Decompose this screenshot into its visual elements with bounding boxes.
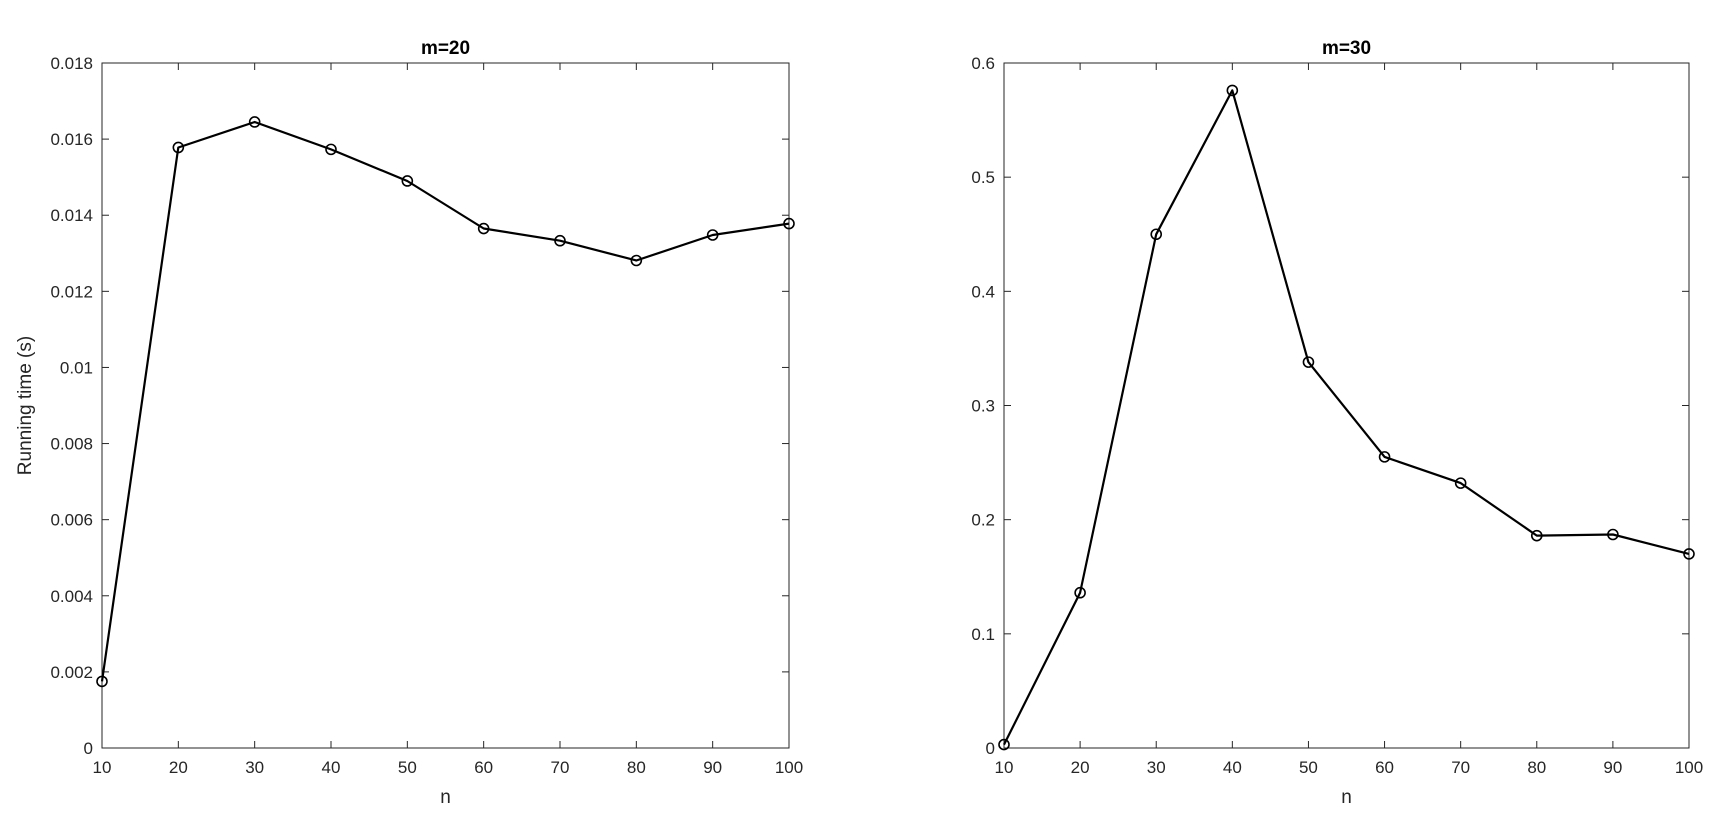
data-series — [96, 116, 795, 688]
data-point — [477, 222, 490, 235]
data-point — [554, 234, 566, 247]
y-tick-label: 0.1 — [971, 625, 995, 644]
x-tick-label: 90 — [703, 758, 722, 777]
x-tick-label: 10 — [995, 758, 1014, 777]
y-tick-label: 0.014 — [50, 206, 93, 225]
y-tick-label: 0 — [84, 739, 93, 758]
y-tick-label: 0.008 — [50, 435, 93, 454]
data-point — [1302, 356, 1315, 368]
x-tick-label: 70 — [551, 758, 570, 777]
data-point — [1074, 586, 1086, 599]
y-tick-label: 0 — [986, 739, 995, 758]
axis-ticks: 10 20 30 40 50 60 70 80 90 100 0 0.1 0.2 0.3 0.4 0.5 0.6 — [971, 54, 1703, 777]
y-tick-label: 0.5 — [971, 168, 995, 187]
x-tick-label: 80 — [1527, 758, 1546, 777]
data-point — [172, 141, 185, 154]
data-series — [998, 84, 1695, 751]
data-point — [1607, 528, 1619, 541]
data-point — [706, 229, 719, 241]
data-point — [96, 675, 108, 688]
series-line — [100, 120, 790, 682]
y-tick-label: 0.006 — [50, 511, 93, 530]
x-tick-label: 80 — [627, 758, 646, 777]
data-point — [248, 116, 261, 128]
x-tick-label: 30 — [245, 758, 264, 777]
x-tick-label: 40 — [322, 758, 341, 777]
y-tick-label: 0.012 — [50, 282, 93, 301]
data-point — [1683, 548, 1695, 560]
x-tick-label: 60 — [474, 758, 493, 777]
x-tick-label: 60 — [1375, 758, 1394, 777]
chart-title: m=30 — [1322, 38, 1371, 59]
x-tick-label: 20 — [169, 758, 188, 777]
y-axis-label: Running time (s) — [15, 336, 36, 475]
data-point — [630, 254, 643, 267]
y-tick-label: 0.004 — [50, 587, 93, 606]
chart-title: m=20 — [421, 38, 470, 59]
y-tick-label: 0.2 — [971, 511, 995, 530]
plot-area-frame — [101, 62, 790, 749]
series-line — [1003, 89, 1690, 746]
data-point — [325, 143, 337, 156]
x-tick-label: 50 — [398, 758, 417, 777]
x-tick-label: 100 — [1675, 758, 1703, 777]
data-point — [783, 217, 795, 230]
x-tick-label: 90 — [1603, 758, 1622, 777]
data-point — [1530, 529, 1543, 542]
x-tick-label: 10 — [93, 758, 112, 777]
x-tick-label: 30 — [1147, 758, 1166, 777]
chart-panel-m30: m=30 n 10 20 30 40 50 60 70 80 90 100 0 0.1 0.2 0.3 0.… — [971, 38, 1703, 808]
x-axis-label: n — [440, 787, 451, 808]
data-point — [1378, 451, 1391, 463]
axis-ticks: 10 20 30 40 50 60 70 80 90 100 0 0.002 0.004 0.006 0.0… — [50, 54, 803, 777]
plot-area-frame — [1003, 62, 1690, 749]
y-tick-label: 0.016 — [50, 130, 93, 149]
x-tick-label: 100 — [775, 758, 803, 777]
data-point — [998, 738, 1010, 751]
data-point — [1454, 477, 1467, 489]
y-tick-label: 0.018 — [50, 54, 93, 73]
chart-panel-m20: m=20 n Running time (s) 10 20 30 40 50 60 70 80… — [15, 38, 803, 808]
x-tick-label: 50 — [1299, 758, 1318, 777]
data-point — [1150, 228, 1163, 241]
y-tick-label: 0.4 — [971, 282, 995, 301]
y-tick-label: 0.002 — [50, 663, 93, 682]
y-tick-label: 0.01 — [60, 358, 93, 377]
x-tick-label: 40 — [1223, 758, 1242, 777]
x-axis-label: n — [1341, 787, 1352, 808]
x-tick-label: 70 — [1451, 758, 1470, 777]
data-point — [401, 175, 414, 187]
y-tick-label: 0.3 — [971, 397, 995, 416]
x-tick-label: 20 — [1071, 758, 1090, 777]
y-tick-label: 0.6 — [971, 54, 995, 73]
data-point — [1226, 84, 1239, 97]
